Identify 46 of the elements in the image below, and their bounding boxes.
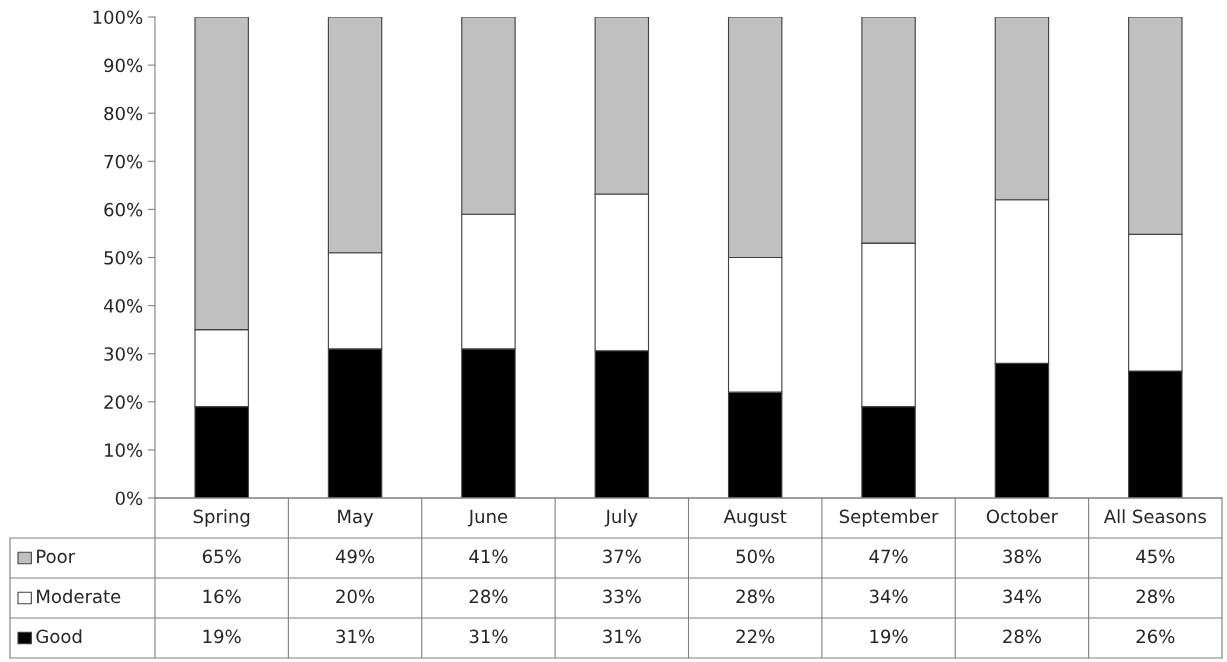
data-label: 26% [1136, 629, 1175, 644]
data-label: 20% [336, 589, 375, 604]
y-tick-label: 20% [104, 395, 143, 409]
data-label: 28% [1136, 589, 1175, 604]
y-tick-label: 100% [93, 10, 143, 25]
data-label: 31% [603, 629, 641, 644]
data-label: 28% [469, 589, 508, 604]
data-label: 65% [202, 549, 241, 564]
legend-label: Poor [37, 549, 76, 564]
data-label: 45% [1136, 549, 1175, 564]
data-label: 47% [869, 549, 908, 564]
y-tick-label: 60% [104, 202, 143, 217]
data-label: 41% [469, 549, 508, 564]
data-label: 31% [469, 629, 508, 644]
x-tick-label: June [467, 509, 508, 527]
x-tick-label: July [604, 509, 638, 527]
y-tick-label: 30% [104, 347, 143, 361]
x-tick-label: All Seasons [1103, 509, 1206, 524]
data-label: 37% [603, 549, 641, 564]
y-tick-label: 0% [115, 491, 143, 506]
data-label: 19% [870, 629, 908, 644]
data-label: 38% [1003, 549, 1042, 564]
y-tick-label: 90% [104, 58, 143, 73]
x-tick-label: May [338, 509, 374, 527]
x-tick-label: October [986, 509, 1059, 524]
data-label: 50% [736, 549, 775, 564]
x-tick-label: September [839, 509, 939, 527]
y-tick-label: 40% [103, 299, 143, 313]
data-label: 31% [336, 629, 375, 644]
data-label: 16% [203, 589, 241, 604]
y-tick-label: 70% [104, 154, 143, 169]
data-label: 28% [1003, 629, 1042, 644]
legend-label: Good [36, 629, 82, 644]
y-tick-label: 50% [104, 250, 143, 265]
y-tick-label: 10% [105, 443, 143, 458]
legend-label: Moderate [37, 589, 121, 604]
data-label: 19% [203, 629, 241, 644]
x-tick-label: Spring [193, 509, 250, 527]
data-label: 49% [335, 549, 375, 564]
data-label: 33% [603, 589, 641, 604]
data-label: 22% [736, 629, 775, 644]
x-tick-label: August [723, 509, 787, 527]
y-tick-label: 80% [104, 106, 143, 121]
data-label: 34% [1003, 589, 1042, 604]
data-label: 28% [736, 589, 775, 604]
data-label: 34% [869, 589, 908, 604]
